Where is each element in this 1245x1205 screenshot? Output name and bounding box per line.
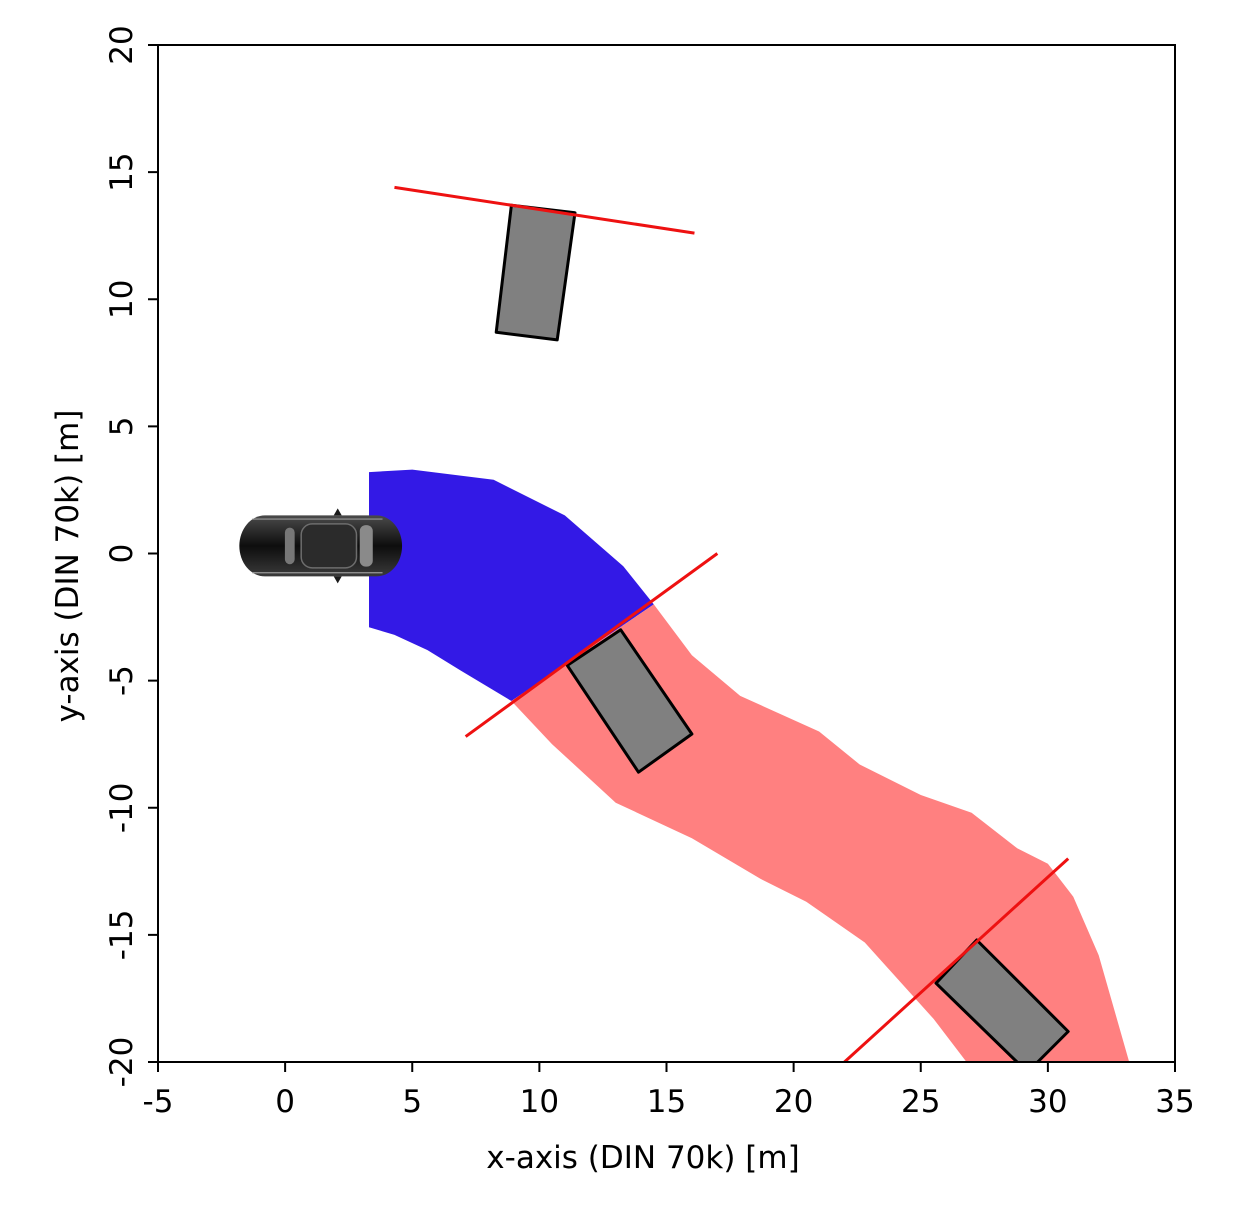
- y-tick-label: -5: [104, 665, 140, 696]
- x-tick-label: 35: [1155, 1084, 1194, 1120]
- gate-line-2: [464, 552, 719, 738]
- y-axis-ticks: -20 -15 -10 -5 0 5 10 15 20: [104, 25, 158, 1087]
- y-tick-label: 20: [104, 25, 140, 64]
- gate-line-1: [394, 185, 695, 235]
- x-tick-label: -5: [143, 1084, 174, 1120]
- obstacle-1: [494, 203, 577, 342]
- y-axis-title: y-axis (DIN 70k) [m]: [50, 410, 86, 723]
- x-axis-title: x-axis (DIN 70k) [m]: [486, 1140, 799, 1176]
- car-roof: [300, 523, 358, 569]
- y-tick-label: 15: [104, 152, 140, 191]
- y-tick-label: 5: [104, 417, 140, 437]
- x-tick-label: 25: [901, 1084, 940, 1120]
- x-tick-label: 0: [275, 1084, 295, 1120]
- obstacle-2: [565, 628, 694, 774]
- car-mirror-bottom: [333, 576, 342, 584]
- x-tick-label: 5: [402, 1084, 422, 1120]
- y-tick-label: -15: [104, 910, 140, 961]
- x-tick-label: 15: [647, 1084, 686, 1120]
- y-tick-label: 10: [104, 280, 140, 319]
- x-tick-label: 10: [520, 1084, 559, 1120]
- gate-lines: [394, 185, 1070, 1062]
- x-tick-label: 20: [774, 1084, 813, 1120]
- ego-reachable-region: [369, 469, 654, 701]
- x-tick-label: 30: [1028, 1084, 1067, 1120]
- car-mirror-top: [333, 508, 342, 516]
- plot-content: [239, 185, 1130, 1062]
- car-rear-window: [284, 527, 295, 565]
- y-tick-label: -20: [104, 1037, 140, 1088]
- car-top-view-icon: [239, 508, 403, 584]
- car-windshield: [359, 525, 373, 567]
- y-tick-label: 0: [104, 544, 140, 564]
- x-axis-ticks: -5 0 5 10 15 20 25 30 35: [143, 1062, 1195, 1120]
- gate-line-3: [843, 857, 1070, 1062]
- y-tick-label: -10: [104, 782, 140, 833]
